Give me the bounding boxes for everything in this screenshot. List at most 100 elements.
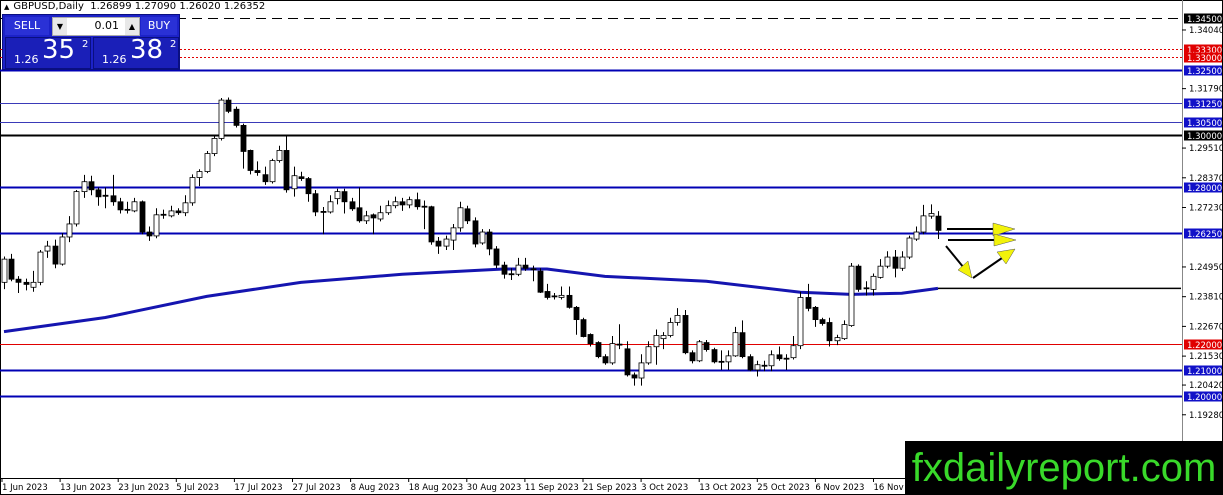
level-label-box bbox=[1184, 365, 1222, 376]
candle bbox=[689, 350, 696, 364]
candle bbox=[660, 332, 667, 350]
candle bbox=[218, 98, 225, 141]
bear-candle-body bbox=[435, 240, 442, 247]
bear-candle-body bbox=[566, 294, 573, 308]
candle bbox=[110, 174, 117, 206]
candle bbox=[595, 341, 602, 359]
time-tick-label: 21 Sep 2023 bbox=[583, 483, 637, 493]
time-tick-label: 27 Jul 2023 bbox=[293, 483, 341, 493]
time-tick-label: 13 Oct 2023 bbox=[699, 483, 752, 493]
sell-price-button[interactable]: 1.26 35 2 bbox=[5, 35, 91, 69]
bear-candle-body bbox=[117, 201, 124, 211]
bear-candle-body bbox=[805, 297, 812, 309]
level-label: 1.34500 bbox=[1187, 15, 1222, 25]
candle bbox=[841, 320, 848, 340]
candles bbox=[1, 97, 942, 386]
candle bbox=[544, 283, 551, 300]
candle bbox=[377, 205, 384, 222]
bear-candle-body bbox=[855, 265, 862, 290]
collapse-triangle-icon[interactable]: ▲ bbox=[4, 3, 10, 11]
candle bbox=[363, 210, 370, 224]
bear-candle-body bbox=[595, 342, 602, 358]
buy-price-fraction: 2 bbox=[170, 39, 177, 50]
buy-price-button[interactable]: 1.26 38 2 bbox=[93, 35, 179, 69]
arrow-head-icon bbox=[993, 233, 1017, 247]
level-label-box bbox=[1184, 391, 1222, 402]
candle bbox=[739, 320, 746, 359]
bull-candle-body bbox=[899, 256, 906, 269]
bull-candle-body bbox=[920, 215, 927, 233]
bear-candle-body bbox=[370, 214, 377, 219]
candle bbox=[66, 216, 73, 243]
bull-candle-body bbox=[385, 205, 392, 214]
buy-button-label[interactable]: BUY bbox=[141, 17, 177, 35]
bull-candle-body bbox=[363, 215, 370, 222]
bull-candle-body bbox=[291, 175, 298, 190]
candle bbox=[450, 223, 457, 251]
bull-candle-body bbox=[153, 214, 160, 237]
level-label-box bbox=[1184, 228, 1222, 239]
candle bbox=[225, 97, 232, 114]
bull-candle-body bbox=[906, 237, 913, 258]
level-label-box bbox=[1184, 130, 1222, 141]
candle bbox=[551, 293, 558, 300]
bear-candle-body bbox=[305, 178, 312, 195]
sell-button[interactable]: SELL bbox=[5, 17, 49, 35]
bull-candle-body bbox=[182, 202, 189, 214]
bull-candle-body bbox=[841, 324, 848, 340]
candle bbox=[479, 229, 486, 245]
lot-increase-icon[interactable]: ▲ bbox=[125, 18, 139, 35]
bear-candle-body bbox=[102, 194, 109, 197]
candle bbox=[52, 239, 59, 269]
candle bbox=[175, 208, 182, 215]
candle bbox=[356, 187, 363, 223]
candle bbox=[320, 206, 327, 235]
candle bbox=[153, 208, 160, 239]
bull-candle-body bbox=[928, 213, 935, 217]
price-tick-label: 1.21530 bbox=[1189, 352, 1223, 362]
bear-candle-body bbox=[819, 319, 826, 324]
bull-candle-body bbox=[81, 181, 88, 193]
bear-candle-body bbox=[783, 357, 790, 360]
bear-candle-body bbox=[414, 199, 421, 208]
candle bbox=[435, 236, 442, 254]
bull-candle-body bbox=[377, 212, 384, 220]
bear-candle-body bbox=[739, 332, 746, 358]
bear-candle-body bbox=[826, 322, 833, 342]
lot-decrease-icon[interactable]: ▼ bbox=[53, 18, 67, 35]
candle bbox=[139, 200, 146, 235]
level-label: 1.28000 bbox=[1187, 184, 1222, 194]
lot-value[interactable]: 0.01 bbox=[94, 19, 120, 32]
bear-candle-body bbox=[711, 349, 718, 363]
bear-candle-body bbox=[472, 220, 479, 245]
projection-arrows bbox=[945, 222, 1017, 279]
bear-candle-body bbox=[139, 201, 146, 233]
candle bbox=[501, 261, 508, 279]
bear-candle-body bbox=[587, 334, 594, 344]
price-tick-label: 1.23810 bbox=[1189, 293, 1223, 303]
candle bbox=[920, 204, 927, 235]
candle bbox=[406, 196, 413, 209]
bull-candle-body bbox=[37, 251, 44, 283]
level-label: 1.22000 bbox=[1187, 341, 1222, 351]
candle bbox=[117, 197, 124, 214]
candle bbox=[472, 217, 479, 248]
candle bbox=[797, 291, 804, 350]
bear-candle-body bbox=[124, 208, 131, 211]
candle bbox=[906, 235, 913, 260]
bear-candle-body bbox=[616, 343, 623, 346]
bear-candle-body bbox=[464, 208, 471, 222]
bear-candle-body bbox=[624, 348, 631, 376]
bear-candle-body bbox=[501, 264, 508, 275]
time-tick-label: 6 Nov 2023 bbox=[815, 483, 864, 493]
bull-candle-body bbox=[334, 191, 341, 200]
candle bbox=[457, 201, 464, 232]
bull-candle-body bbox=[848, 265, 855, 327]
lot-size-input[interactable]: ▼ 0.01 ▲ bbox=[52, 17, 140, 36]
bear-candle-body bbox=[530, 268, 537, 271]
bear-candle-body bbox=[225, 99, 232, 112]
candle bbox=[73, 190, 80, 227]
level-label: 1.30500 bbox=[1187, 119, 1222, 129]
